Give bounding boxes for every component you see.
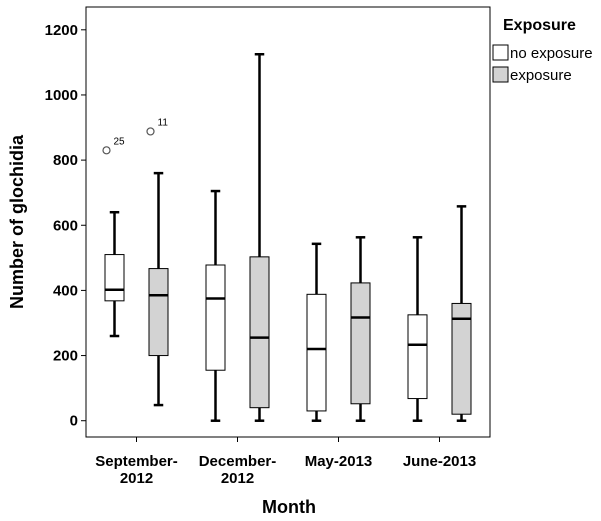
box-exposure: [249, 52, 270, 422]
box-exposure: [451, 205, 472, 422]
box-no-exposure: [306, 242, 327, 422]
legend-swatch-no-exposure: [492, 44, 509, 61]
x-tick-label: September-2012: [95, 453, 178, 487]
box-iqr: [451, 302, 472, 415]
plot-frame: [85, 6, 491, 438]
x-axis-title: Month: [262, 497, 316, 517]
y-axis: 0 200 400 600 800 1000 1200: [45, 22, 86, 430]
box-exposure: 11: [146, 117, 169, 407]
box-iqr: [407, 314, 428, 400]
y-tick-label: 0: [70, 413, 78, 430]
x-tick-label: June-2013: [403, 453, 476, 470]
legend-title: Exposure: [503, 17, 576, 34]
y-tick-label: 400: [53, 282, 78, 299]
box-series: 25 11: [102, 52, 472, 422]
legend: Exposure no exposure exposure: [492, 17, 593, 84]
x-tick-label: December-2012: [199, 453, 277, 487]
box-exposure: [350, 236, 371, 422]
box-iqr: [148, 268, 169, 357]
box-iqr: [249, 256, 270, 409]
box-iqr: [205, 264, 226, 371]
y-axis-title: Number of glochidia: [7, 134, 27, 309]
outlier-label: 11: [158, 117, 169, 128]
box-no-exposure: [407, 236, 428, 422]
box-no-exposure: 25: [102, 136, 126, 338]
y-tick-label: 1200: [45, 22, 78, 39]
x-tick-label: May-2013: [305, 453, 373, 470]
y-tick-label: 1000: [45, 87, 78, 104]
legend-label-no-exposure: no exposure: [510, 45, 593, 62]
box-iqr: [104, 254, 125, 302]
outlier-label: 25: [114, 136, 126, 147]
x-axis: September-2012 December-2012 May-2013 June-…: [95, 437, 476, 487]
outlier-point: [102, 146, 111, 155]
box-iqr: [350, 282, 371, 405]
y-tick-label: 200: [53, 348, 78, 365]
box-iqr: [306, 293, 327, 412]
y-tick-label: 600: [53, 217, 78, 234]
box-no-exposure: [205, 189, 226, 422]
y-tick-label: 800: [53, 152, 78, 169]
legend-label-exposure: exposure: [510, 67, 572, 84]
outlier-point: [146, 127, 155, 136]
legend-swatch-exposure: [492, 66, 509, 83]
